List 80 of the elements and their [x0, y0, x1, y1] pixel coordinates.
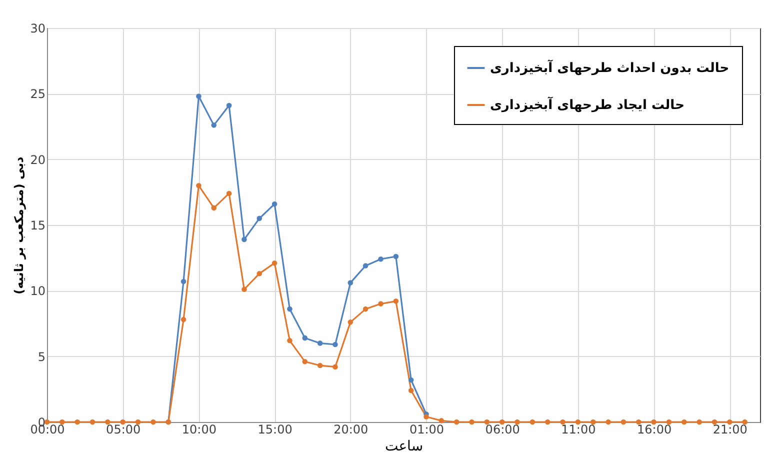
legend-label: حالت ایجاد طرحهای آبخیزداری	[490, 96, 684, 113]
point	[636, 419, 642, 425]
point	[544, 419, 550, 425]
point	[256, 216, 262, 222]
point	[196, 182, 202, 188]
point	[348, 320, 354, 325]
point	[438, 418, 444, 424]
point	[90, 419, 96, 425]
point	[272, 201, 278, 207]
point	[74, 419, 80, 425]
point	[575, 419, 581, 425]
point	[242, 286, 247, 292]
legend-label: حالت بدون احداث طرحهای آبخیزداری	[490, 59, 730, 76]
point	[378, 256, 384, 262]
point	[272, 260, 278, 266]
x-tick-label: 16:00	[637, 422, 672, 436]
point	[620, 419, 626, 425]
point	[378, 301, 384, 306]
point	[332, 364, 338, 370]
point	[196, 94, 202, 99]
point	[393, 298, 399, 304]
point	[590, 419, 596, 425]
point	[530, 419, 536, 425]
point	[408, 388, 414, 394]
y-tick-label: 25	[30, 87, 46, 102]
point	[332, 342, 338, 348]
point	[696, 419, 702, 425]
point	[666, 419, 672, 425]
point	[60, 419, 65, 425]
point	[560, 419, 566, 425]
point	[514, 419, 520, 425]
point	[180, 316, 186, 322]
point	[727, 419, 732, 425]
x-tick-label: 15:00	[258, 422, 292, 436]
point	[302, 358, 308, 364]
point	[362, 263, 368, 268]
point	[211, 205, 217, 211]
point	[682, 419, 687, 425]
point	[287, 306, 292, 312]
point	[226, 102, 232, 108]
point	[362, 306, 368, 312]
point	[742, 419, 748, 425]
point	[317, 362, 323, 368]
x-tick-label: 11:00	[561, 422, 596, 436]
y-tick-label: 30	[30, 22, 46, 36]
point	[287, 338, 292, 344]
y-tick-label: 20	[30, 152, 46, 167]
y-tick-label: 10	[30, 284, 46, 298]
point	[606, 419, 611, 425]
x-tick-label: 21:00	[712, 422, 748, 436]
x-axis-title: ساعت	[384, 438, 424, 454]
point	[242, 236, 247, 242]
point	[424, 414, 429, 420]
point	[454, 419, 460, 425]
point	[211, 122, 217, 128]
point	[302, 335, 308, 341]
x-tick-label: 01:00	[409, 422, 444, 436]
x-tick-label: 10:00	[182, 422, 216, 436]
point	[120, 419, 126, 425]
point	[105, 419, 110, 425]
point	[712, 419, 718, 425]
point	[256, 270, 262, 276]
point	[499, 419, 505, 425]
point	[393, 254, 399, 260]
y-tick-label: 15	[30, 218, 46, 232]
point	[135, 419, 141, 425]
point	[484, 419, 490, 425]
x-tick-label: 20:00	[334, 422, 368, 436]
x-tick-label: 06:00	[485, 422, 520, 436]
y-tick-label: 5	[38, 350, 46, 364]
point	[226, 190, 232, 196]
point	[408, 377, 414, 383]
point	[469, 419, 474, 425]
x-tick-label: 05:00	[106, 422, 141, 436]
point	[150, 419, 156, 425]
point	[348, 280, 354, 286]
point	[180, 278, 186, 284]
y-axis-title: دبی (مترمکعب بر ثانیه)	[12, 156, 26, 294]
point	[317, 340, 323, 346]
point	[651, 419, 656, 425]
